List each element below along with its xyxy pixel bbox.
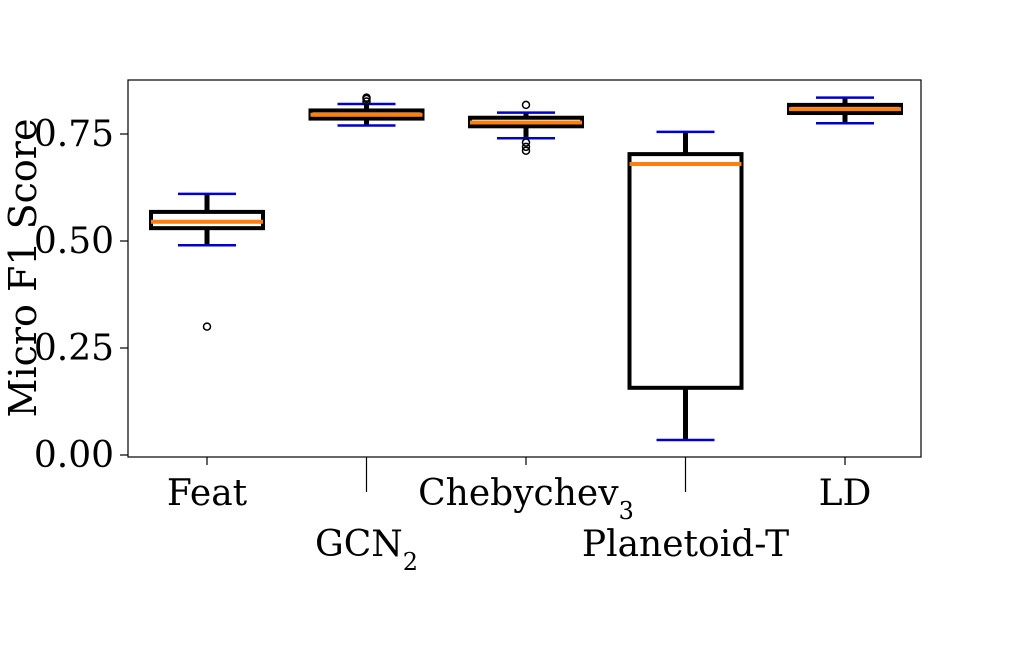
outlier-point: [521, 142, 531, 152]
y-tick-label: 0.00: [34, 435, 114, 476]
y-tick-label: 0.75: [34, 114, 114, 155]
outlier-point: [521, 138, 531, 147]
x-tick-label: Chebychev3: [418, 473, 634, 525]
outlier-point: [362, 93, 371, 102]
y-tick-label: 0.50: [34, 221, 114, 262]
y-axis-label: Micro F1 Score: [1, 119, 45, 418]
plot-layer: 0.00 0.25 0.50 0.75 Feat GCN2Chebychev3Planet…: [34, 79, 922, 576]
outlier-point: [521, 146, 531, 155]
y-tick-label: 0.25: [34, 328, 114, 369]
x-tick-label: LD: [819, 473, 872, 514]
x-tick-label: Feat: [167, 473, 248, 514]
x-tick-label: Planetoid-T: [582, 524, 789, 565]
outlier-point: [362, 97, 371, 106]
outlier-point: [521, 100, 531, 110]
axes-frame: [127, 79, 922, 458]
box: [627, 152, 744, 390]
x-tick-label: GCN2: [315, 524, 418, 576]
outlier-point: [202, 322, 212, 331]
